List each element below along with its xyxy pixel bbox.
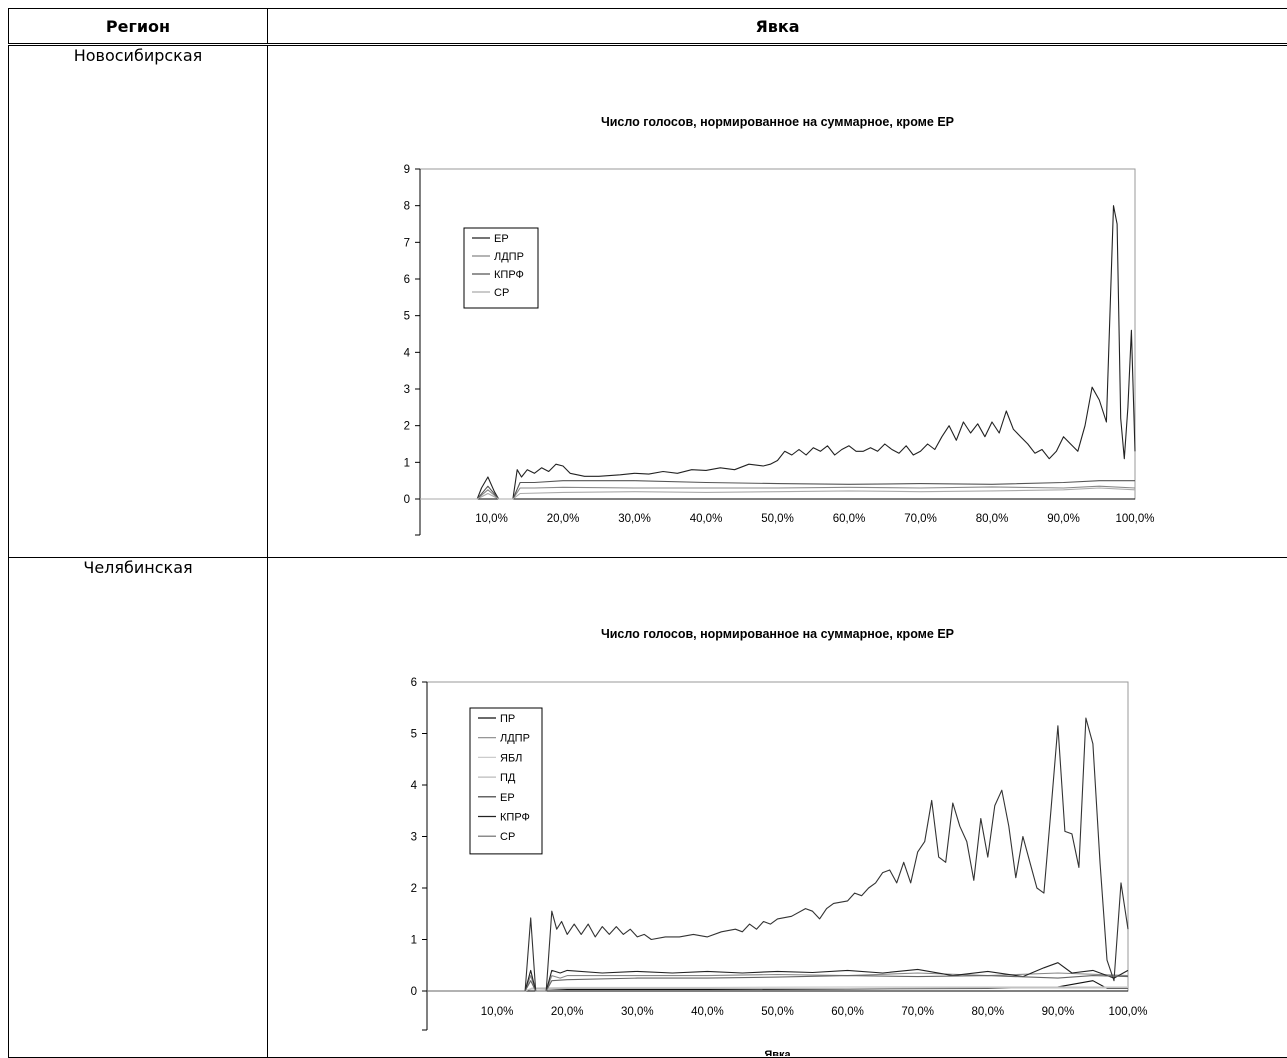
y-tick-label: 0 bbox=[404, 494, 410, 506]
x-tick-label: 80,0% bbox=[976, 513, 1009, 525]
y-tick-label: 4 bbox=[404, 347, 411, 359]
x-tick-label: 20,0% bbox=[551, 1006, 584, 1018]
column-header-turnout: Явка bbox=[267, 8, 1287, 46]
x-tick-label: 50,0% bbox=[761, 1006, 794, 1018]
legend-label: ЕР bbox=[494, 233, 509, 245]
x-tick-label: 70,0% bbox=[904, 513, 937, 525]
legend-label: ЛДПР bbox=[500, 733, 530, 745]
legend-label: СР bbox=[500, 831, 515, 843]
legend-label: ЕР bbox=[500, 792, 515, 804]
series-line bbox=[420, 205, 1136, 500]
x-tick-label: 50,0% bbox=[761, 513, 794, 525]
x-tick-label: 100,0% bbox=[1115, 513, 1154, 525]
legend-label: ЛДПР bbox=[494, 251, 524, 263]
y-tick-label: 9 bbox=[404, 164, 410, 176]
legend-label: КПРФ bbox=[494, 269, 524, 281]
series-line bbox=[420, 480, 1135, 500]
y-tick-label: 3 bbox=[411, 832, 417, 844]
region-name: Новосибирская bbox=[8, 44, 268, 558]
x-tick-label: 30,0% bbox=[621, 1006, 654, 1018]
x-axis-label: Явка bbox=[764, 1049, 791, 1056]
x-tick-label: 20,0% bbox=[547, 513, 580, 525]
series-line bbox=[427, 987, 1128, 992]
y-tick-label: 0 bbox=[411, 986, 417, 998]
x-tick-label: 70,0% bbox=[901, 1006, 934, 1018]
x-tick-label: 30,0% bbox=[618, 513, 651, 525]
legend-box bbox=[469, 707, 543, 855]
legend-label: ЯБЛ bbox=[500, 752, 522, 764]
x-tick-label: 90,0% bbox=[1047, 513, 1080, 525]
x-tick-label: 10,0% bbox=[475, 513, 508, 525]
y-tick-label: 1 bbox=[404, 457, 410, 469]
legend-label: ПР bbox=[500, 713, 515, 725]
y-tick-label: 3 bbox=[404, 384, 410, 396]
series-line bbox=[427, 975, 1129, 992]
y-tick-label: 5 bbox=[411, 729, 417, 741]
x-tick-label: 60,0% bbox=[833, 513, 866, 525]
x-axis-label: Явка bbox=[764, 556, 791, 557]
chart-cell: Число голосов, нормированное на суммарно… bbox=[267, 44, 1287, 558]
y-tick-label: 4 bbox=[411, 780, 418, 792]
y-tick-label: 2 bbox=[404, 421, 410, 433]
turnout-chart: Число голосов, нормированное на суммарно… bbox=[404, 115, 1155, 557]
chart-title: Число голосов, нормированное на суммарно… bbox=[601, 115, 954, 129]
y-tick-label: 7 bbox=[404, 237, 410, 249]
x-tick-label: 10,0% bbox=[481, 1006, 514, 1018]
table-row: Новосибирская Число голосов, нормированн… bbox=[8, 44, 1287, 558]
table-header-row: Регион Явка bbox=[8, 8, 1287, 46]
y-tick-label: 6 bbox=[411, 677, 417, 689]
legend-label: ПД bbox=[500, 772, 516, 784]
y-tick-label: 1 bbox=[411, 935, 417, 947]
x-tick-label: 80,0% bbox=[971, 1006, 1004, 1018]
table-row: Челябинская Число голосов, нормированное… bbox=[8, 557, 1287, 1058]
turnout-chart: Число голосов, нормированное на суммарно… bbox=[411, 627, 1148, 1056]
y-tick-label: 6 bbox=[404, 274, 410, 286]
column-header-region: Регион bbox=[8, 8, 268, 46]
results-table: Регион Явка Новосибирская Число голосов,… bbox=[8, 8, 1287, 1058]
y-tick-label: 8 bbox=[404, 201, 410, 213]
series-line bbox=[427, 717, 1129, 992]
y-tick-label: 5 bbox=[404, 311, 410, 323]
x-tick-label: 60,0% bbox=[831, 1006, 864, 1018]
series-line bbox=[420, 487, 1136, 500]
series-line bbox=[420, 485, 1136, 500]
legend-box bbox=[463, 227, 539, 309]
legend-label: СР bbox=[494, 287, 509, 299]
x-tick-label: 40,0% bbox=[690, 513, 723, 525]
plot-area bbox=[419, 168, 1136, 500]
series-line bbox=[427, 962, 1129, 992]
y-tick-label: 2 bbox=[411, 883, 417, 895]
x-tick-label: 100,0% bbox=[1108, 1006, 1147, 1018]
chart-cell: Число голосов, нормированное на суммарно… bbox=[267, 557, 1287, 1058]
region-name: Челябинская bbox=[8, 557, 268, 1058]
x-tick-label: 90,0% bbox=[1042, 1006, 1075, 1018]
legend-label: КПРФ bbox=[500, 812, 530, 824]
series-line bbox=[427, 972, 1129, 992]
x-tick-label: 40,0% bbox=[691, 1006, 724, 1018]
chart-title: Число голосов, нормированное на суммарно… bbox=[601, 627, 954, 641]
